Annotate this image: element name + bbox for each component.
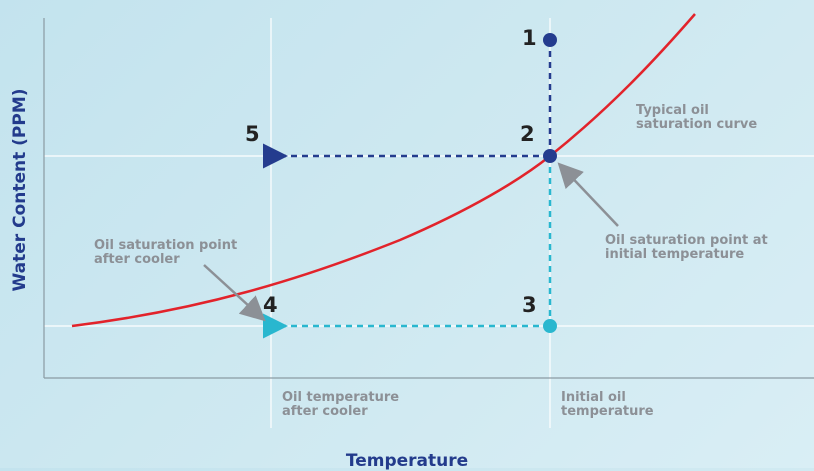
initial-temperature-note: Initial oil temperature	[561, 390, 654, 419]
y-axis-label: Water Content (PPM)	[10, 88, 30, 292]
x-axis-label: Temperature	[345, 451, 469, 471]
pointer-arrow-cooler	[203, 264, 266, 322]
point-3-marker	[543, 319, 557, 333]
point-4-label: 4	[263, 293, 278, 317]
point-5-label: 5	[245, 122, 260, 146]
point-2-label: 2	[520, 122, 535, 146]
pointer-arrow-initial	[557, 162, 619, 227]
cooler-temperature-note: Oil temperature after cooler	[282, 390, 400, 419]
point-1-label: 1	[522, 26, 537, 50]
point-5-marker	[264, 149, 278, 163]
saturation-curve	[71, 13, 696, 328]
point-4-marker	[264, 319, 278, 333]
curve-label: Typical oil saturation curve	[636, 103, 758, 132]
initial-saturation-note: Oil saturation point at initial temperat…	[605, 233, 768, 262]
point-1-marker	[543, 33, 557, 47]
point-2-marker	[543, 149, 557, 163]
point-3-label: 3	[522, 293, 537, 317]
cooler-saturation-note: Oil saturation point after cooler	[94, 238, 238, 267]
